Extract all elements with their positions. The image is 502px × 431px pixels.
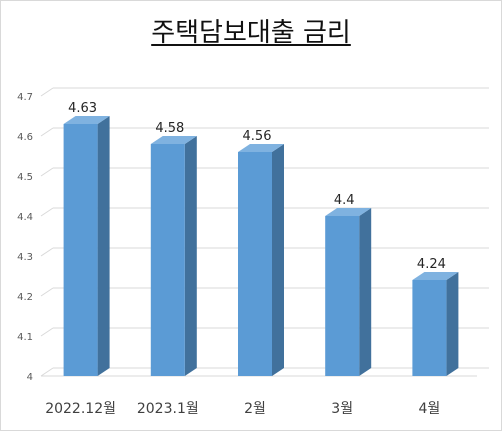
gridline-side <box>40 167 54 177</box>
data-label: 4.56 <box>243 129 272 144</box>
y-tick-label: 4.6 <box>17 132 33 143</box>
x-tick-label: 2022.12월 <box>45 401 116 417</box>
bar-side <box>97 116 110 376</box>
bar-top <box>238 144 284 152</box>
gridline-side <box>40 87 54 97</box>
gridline-side <box>40 287 54 297</box>
data-label: 4.24 <box>417 257 446 272</box>
bar <box>150 144 185 376</box>
bar-top <box>150 136 197 144</box>
bar <box>412 280 447 376</box>
bar-top <box>412 272 459 280</box>
x-tick-label: 4월 <box>419 401 441 417</box>
x-tick-label: 2023.1월 <box>137 401 199 417</box>
bar-side <box>359 208 372 376</box>
y-tick-label: 4.5 <box>17 172 33 183</box>
y-tick-label: 4.3 <box>17 252 33 263</box>
bar-top <box>325 208 372 216</box>
data-label: 4.4 <box>334 193 355 208</box>
data-label: 4.63 <box>68 101 97 116</box>
gridline-side <box>40 207 54 217</box>
bar-side <box>446 272 459 376</box>
bar-side <box>272 144 284 376</box>
y-tick-label: 4.4 <box>17 212 33 223</box>
bar <box>63 124 98 376</box>
bar <box>238 152 272 376</box>
gridline-side <box>40 367 54 377</box>
chart-title: 주택담보대출 금리 <box>151 18 351 48</box>
bar <box>325 216 360 376</box>
bar-top <box>63 116 110 124</box>
x-tick-label: 2월 <box>244 401 266 417</box>
bar-side <box>184 136 197 376</box>
gridline-side <box>40 327 54 337</box>
y-tick-label: 4.7 <box>17 92 33 103</box>
data-label: 4.58 <box>155 121 184 136</box>
gridline-side <box>40 247 54 257</box>
y-tick-label: 4 <box>27 372 33 383</box>
y-tick-label: 4.1 <box>17 332 33 343</box>
y-tick-label: 4.2 <box>17 292 33 303</box>
gridline-side <box>40 127 54 137</box>
x-tick-label: 3월 <box>331 401 353 417</box>
